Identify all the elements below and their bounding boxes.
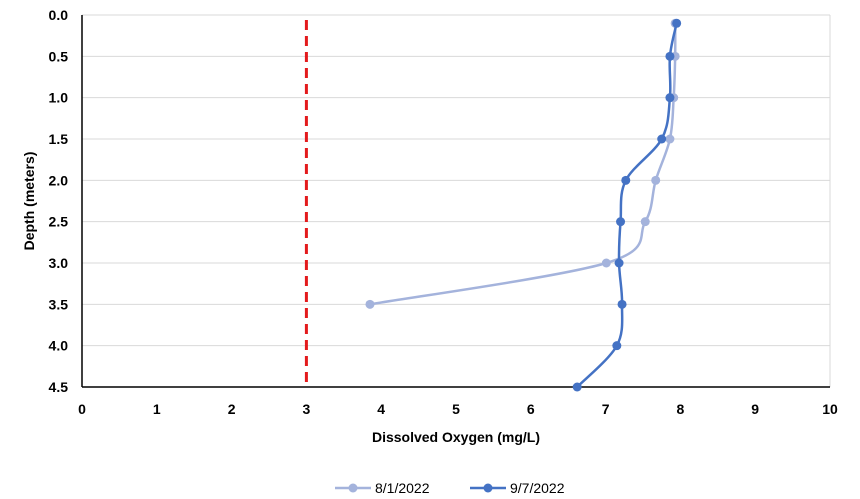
data-point	[665, 93, 675, 103]
legend-label: 8/1/2022	[375, 480, 430, 496]
data-point	[640, 217, 650, 227]
series-line	[576, 23, 678, 388]
x-tick-label: 4	[377, 401, 385, 417]
legend-label: 9/7/2022	[510, 480, 565, 496]
data-point	[572, 382, 582, 392]
x-tick-label: 2	[228, 401, 236, 417]
data-point	[621, 175, 631, 185]
data-point	[657, 134, 667, 144]
series-line	[369, 23, 677, 306]
legend-swatch-marker	[483, 483, 493, 493]
data-point	[601, 258, 611, 268]
data-point	[617, 299, 627, 309]
y-tick-label: 2.5	[49, 214, 69, 230]
x-tick-label: 7	[602, 401, 610, 417]
y-tick-label: 4.0	[49, 338, 69, 354]
y-axis-tick-labels: 0.0 0.5 1.0 1.5 2.0 2.5 3.0 3.5 4.0 4.5	[49, 7, 69, 395]
x-axis-title: Dissolved Oxygen (mg/L)	[372, 429, 540, 445]
x-axis-tick-labels: 0 1 2 3 4 5 6 7 8 9 10	[78, 401, 838, 417]
y-tick-label: 0.5	[49, 48, 69, 64]
y-tick-label: 0.0	[49, 7, 69, 23]
x-tick-label: 1	[153, 401, 161, 417]
x-tick-label: 9	[751, 401, 759, 417]
data-point	[614, 258, 624, 268]
data-point	[665, 51, 675, 61]
y-axis-title: Depth (meters)	[21, 152, 37, 251]
x-tick-label: 3	[303, 401, 311, 417]
series-2	[572, 18, 682, 392]
gridlines	[82, 14, 831, 388]
y-tick-label: 4.5	[49, 379, 69, 395]
legend-item: 9/7/2022	[470, 480, 565, 496]
y-tick-label: 2.0	[49, 172, 69, 188]
x-tick-label: 0	[78, 401, 86, 417]
y-tick-label: 3.0	[49, 255, 69, 271]
y-tick-label: 1.5	[49, 131, 69, 147]
x-tick-label: 10	[822, 401, 838, 417]
data-point	[665, 134, 675, 144]
x-tick-label: 6	[527, 401, 535, 417]
data-point	[616, 217, 626, 227]
legend-item: 8/1/2022	[335, 480, 430, 496]
series-1	[365, 18, 680, 309]
data-point	[651, 175, 661, 185]
series-layer	[365, 18, 682, 392]
y-tick-label: 1.0	[49, 90, 69, 106]
legend: 8/1/2022 9/7/2022	[335, 480, 565, 496]
x-tick-label: 8	[677, 401, 685, 417]
y-tick-label: 3.5	[49, 296, 69, 312]
legend-swatch-marker	[348, 483, 358, 493]
x-tick-label: 5	[452, 401, 460, 417]
data-point	[672, 18, 682, 28]
data-point	[365, 299, 375, 309]
data-point	[612, 341, 622, 351]
